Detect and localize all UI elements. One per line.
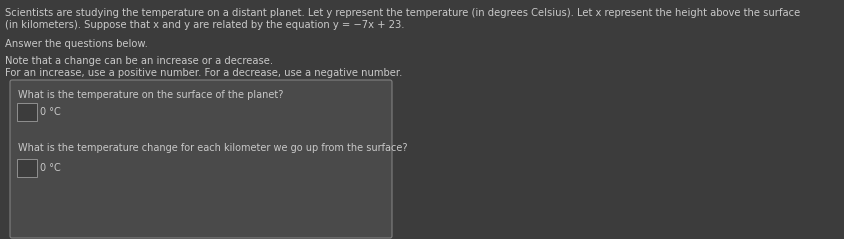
Text: 0 °C: 0 °C bbox=[40, 107, 61, 117]
Text: (in kilometers). Suppose that x and y are related by the equation y = −7x + 23.: (in kilometers). Suppose that x and y ar… bbox=[5, 20, 404, 30]
Text: Scientists are studying the temperature on a distant planet. Let y represent the: Scientists are studying the temperature … bbox=[5, 8, 800, 18]
Text: 0 °C: 0 °C bbox=[40, 163, 61, 173]
Text: What is the temperature on the surface of the planet?: What is the temperature on the surface o… bbox=[18, 90, 284, 100]
FancyBboxPatch shape bbox=[17, 159, 37, 177]
Text: Note that a change can be an increase or a decrease.: Note that a change can be an increase or… bbox=[5, 56, 273, 66]
FancyBboxPatch shape bbox=[10, 80, 392, 238]
FancyBboxPatch shape bbox=[17, 103, 37, 121]
Text: For an increase, use a positive number. For a decrease, use a negative number.: For an increase, use a positive number. … bbox=[5, 68, 403, 78]
Text: What is the temperature change for each kilometer we go up from the surface?: What is the temperature change for each … bbox=[18, 143, 408, 153]
Text: Answer the questions below.: Answer the questions below. bbox=[5, 39, 148, 49]
